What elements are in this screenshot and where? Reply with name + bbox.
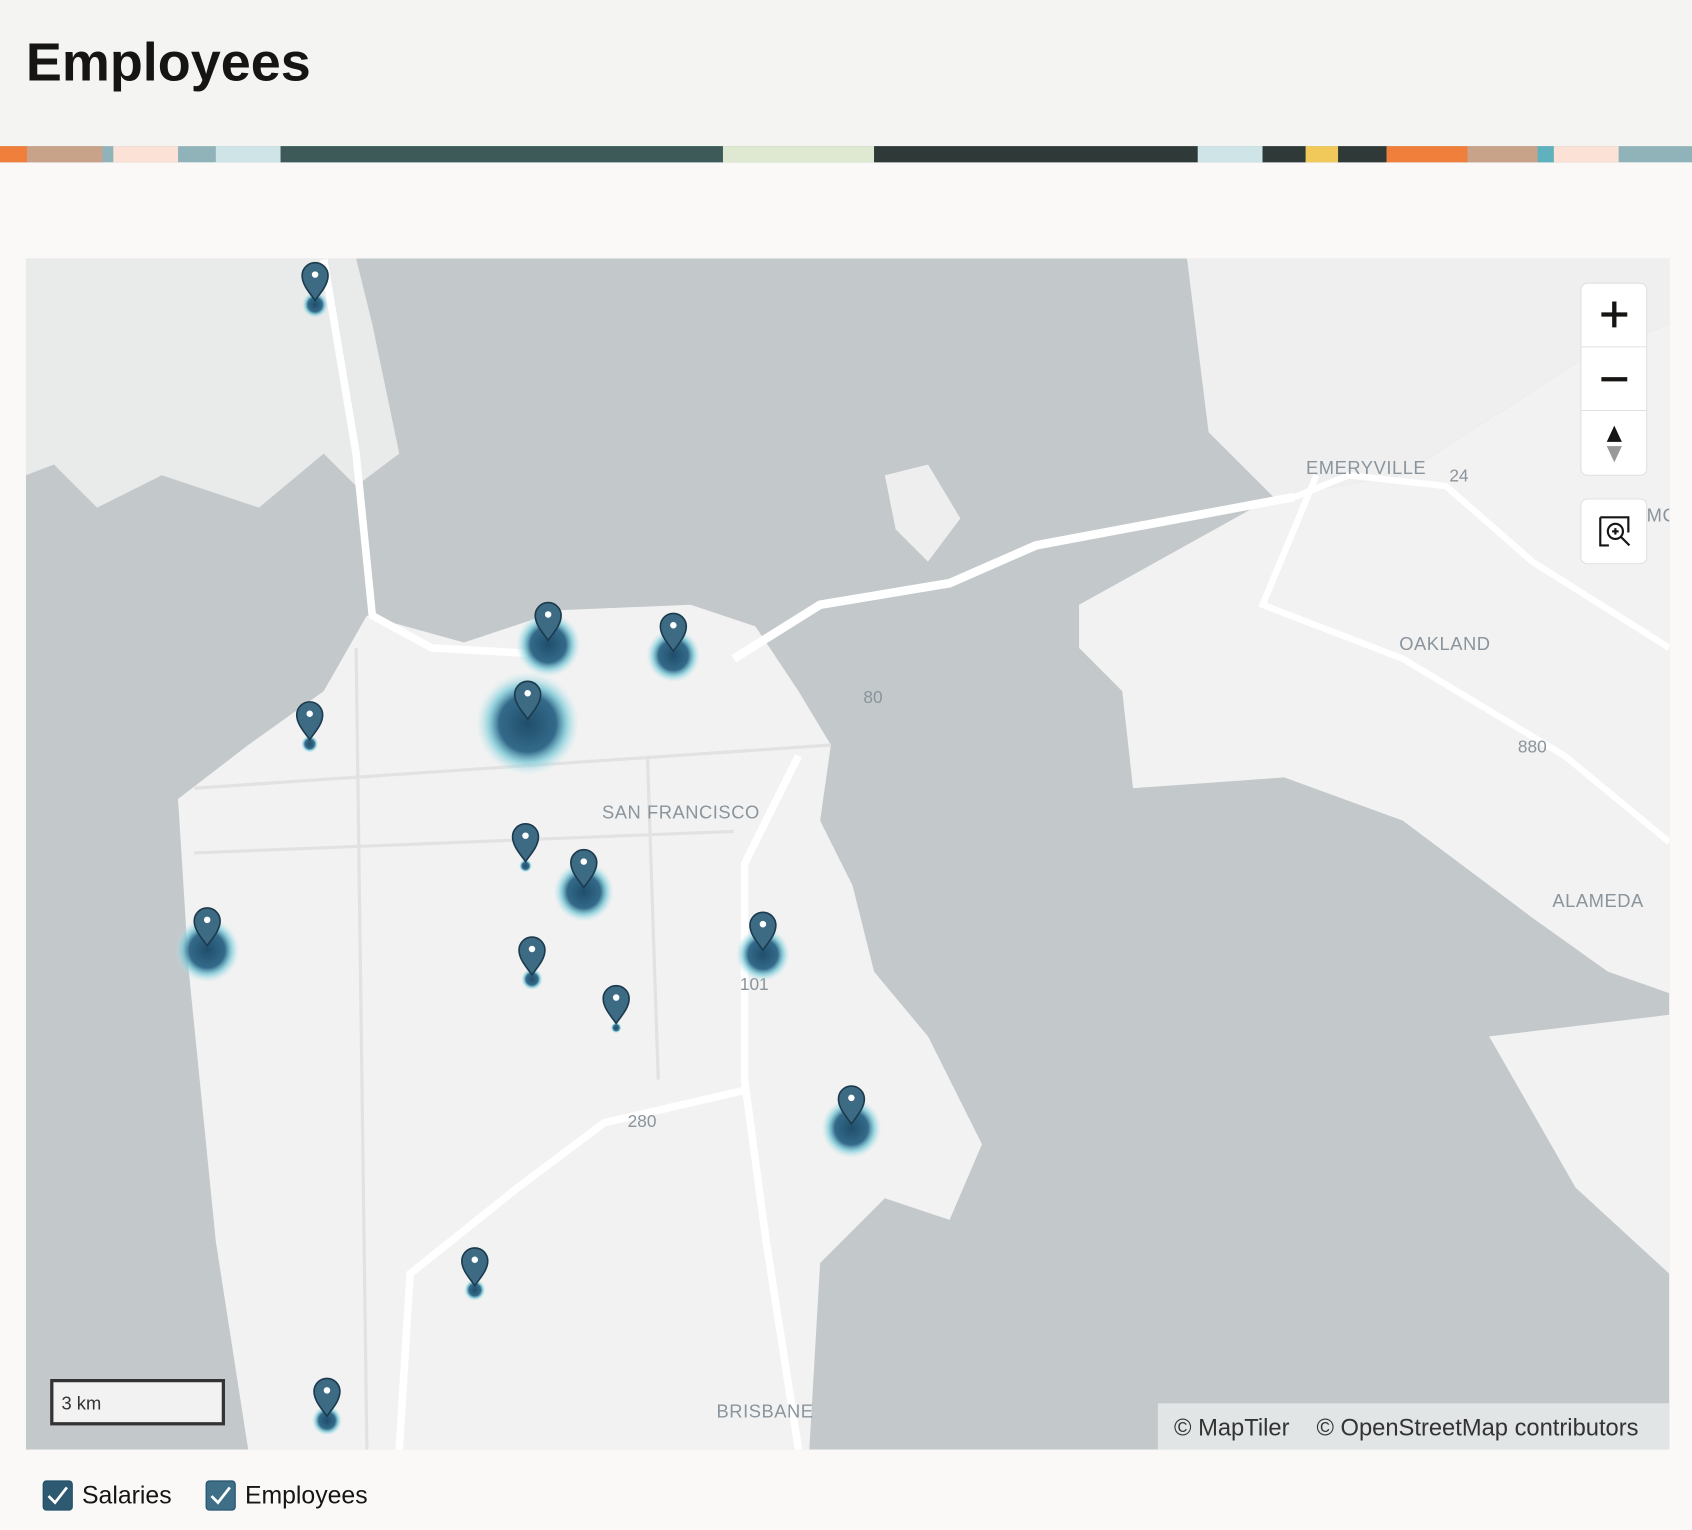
east-bay-roads [1258,471,1670,845]
zoom-out-button[interactable] [1581,347,1647,411]
legend-label: Employees [245,1483,368,1510]
bay-bridge [731,492,1296,663]
heat-spot [464,1279,486,1301]
heat-spot [311,1405,343,1436]
heat-spot [735,927,790,982]
pin-dot [848,1094,855,1102]
land-berkeley [1186,258,1670,497]
pin-dot [471,1256,479,1263]
legend-checkbox[interactable] [205,1480,236,1511]
heat-spot [515,612,581,678]
road-101-north [319,258,529,658]
heat-spot [301,735,319,753]
legend-label: Salaries [82,1483,172,1510]
land-alameda-south [1489,1014,1670,1274]
map-controls [1580,282,1648,565]
pin-dot [580,858,588,865]
location-pin[interactable] [313,1377,341,1418]
place-label: ALAMEDA [1552,890,1644,911]
pin-dot [544,611,552,618]
markers [174,261,882,1436]
zoom-to-fit-button[interactable] [1580,498,1648,565]
attribution[interactable]: © MapTiler [1174,1416,1290,1442]
attribution-box [1157,1403,1670,1450]
pin-dot [311,271,319,278]
place-label: SAN FRANCISCO [602,801,760,822]
location-pin[interactable] [518,936,546,977]
page-title: Employees [26,32,311,92]
place-label: MC [1647,505,1677,526]
location-pin[interactable] [659,612,688,653]
heat-spot [475,671,580,776]
road-label: 280 [628,1111,657,1131]
heat-spot [610,1022,622,1034]
scale-bar [50,1378,225,1426]
road-101 [740,754,803,1450]
land-san-francisco [178,604,982,1450]
attribution[interactable]: © OpenStreetMap contributors [1316,1416,1638,1442]
location-pin[interactable] [602,984,630,1025]
location-pin[interactable] [749,911,777,952]
header-stripe [0,146,1692,163]
location-pin[interactable] [193,907,221,948]
location-pin[interactable] [511,823,540,864]
heat-spot [521,968,543,990]
location-pin[interactable] [461,1247,489,1288]
pin-dot [528,945,536,953]
road-label: 880 [1518,737,1547,757]
scale-label: 3 km [62,1393,102,1414]
road-280 [395,1086,746,1450]
location-pin[interactable] [301,261,329,302]
place-label: BRISBANE [717,1400,814,1421]
location-pin[interactable] [295,701,324,742]
legend: Salaries Employees [42,1480,368,1511]
heat-spot [646,628,701,683]
heat-spot [821,1097,882,1159]
pin-dot [670,622,677,629]
compass-button[interactable] [1581,411,1647,476]
place-label: EMERYVILLE [1306,457,1426,478]
header [0,0,1692,147]
heat-spot [174,917,240,983]
land-island [884,464,961,562]
pin-dot [524,690,531,697]
land-east-bay [1079,324,1670,994]
heat-spot [553,861,614,923]
pin-dot [759,920,767,928]
road-label: 24 [1449,466,1469,486]
pin-dot [306,710,313,717]
location-pin[interactable] [513,680,542,721]
place-label: OAKLAND [1399,633,1490,654]
zoom-in-button[interactable] [1581,283,1647,347]
pin-dot [323,1387,331,1394]
road-label: 80 [863,687,882,707]
land-marin [25,258,400,508]
pin-dot [522,832,529,839]
legend-checkbox[interactable] [42,1480,73,1511]
location-pin[interactable] [837,1085,866,1126]
heat-spot [519,859,532,873]
pin-dot [612,994,620,1001]
map[interactable]: SAN FRANCISCO EMERYVILLE OAKLAND ALAMEDA… [25,258,1677,1450]
location-pin[interactable] [534,601,562,642]
pin-dot [203,916,211,924]
location-pin[interactable] [570,848,598,889]
heat-spot [302,291,329,318]
